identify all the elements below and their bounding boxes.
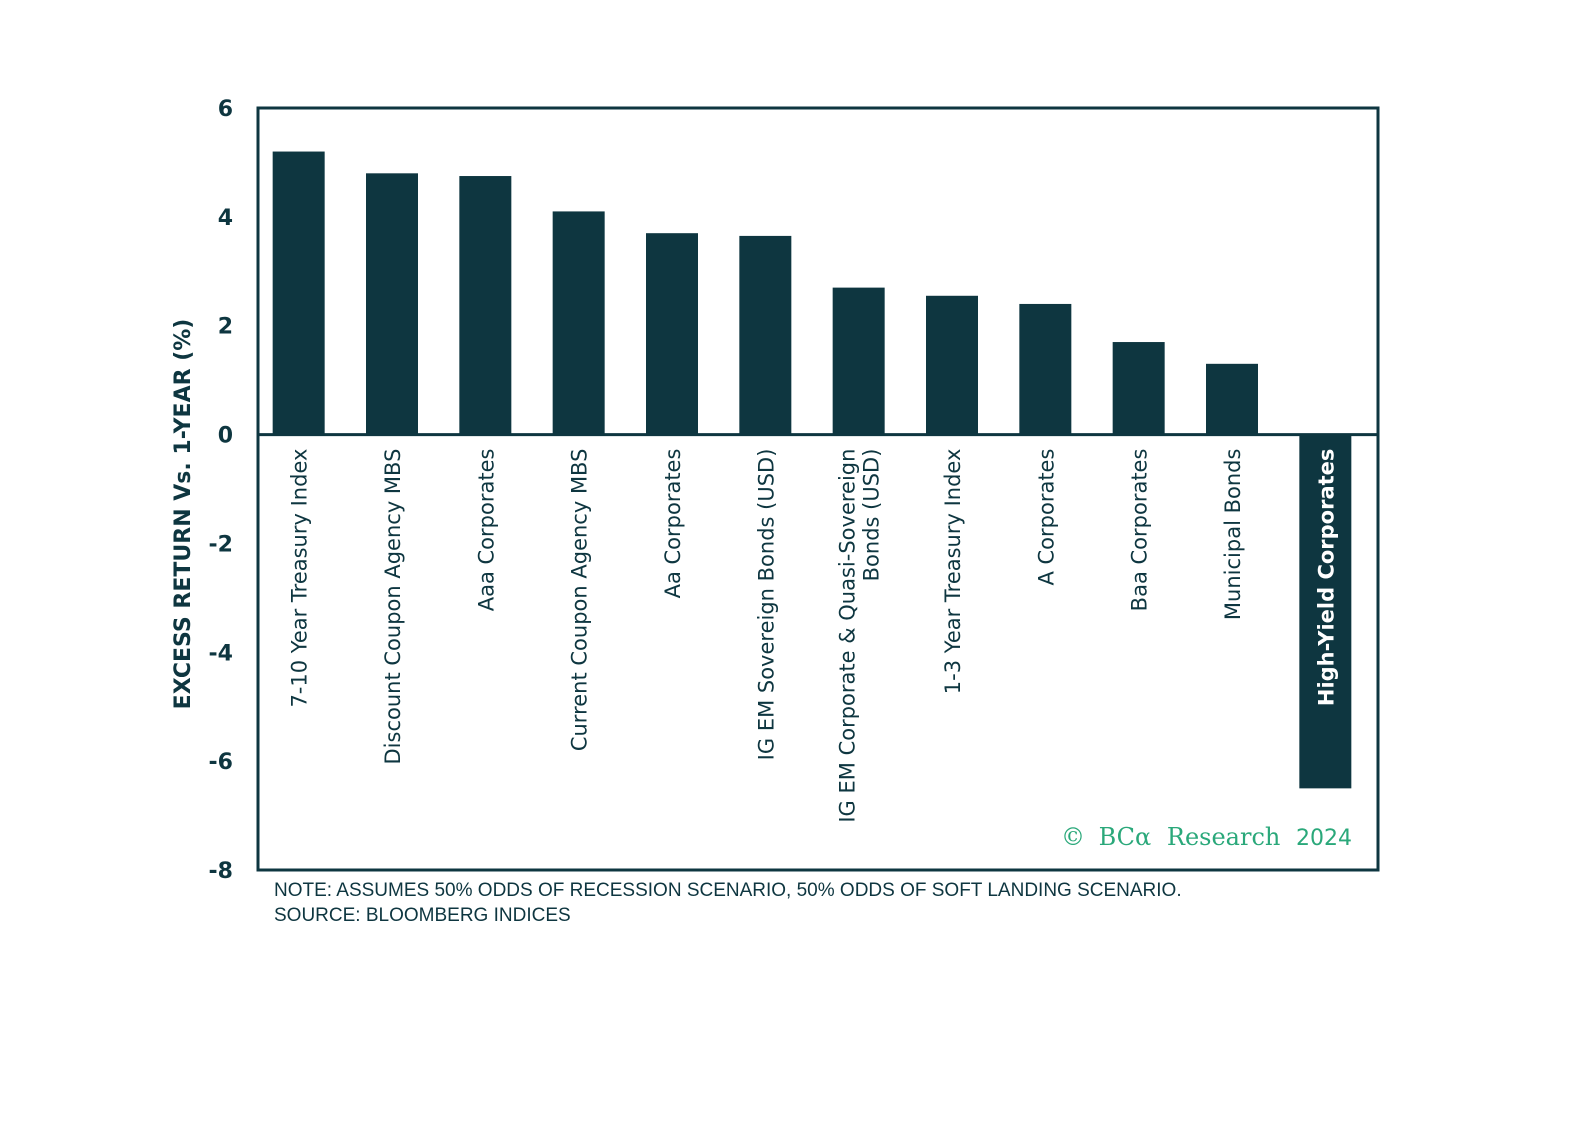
y-tick-label: 2 [218, 315, 233, 340]
y-tick-label: 0 [218, 424, 233, 449]
category-label: Current Coupon Agency MBS [568, 449, 592, 752]
category-label: 7-10 Year Treasury Index [288, 449, 312, 708]
bar [646, 233, 698, 435]
copyright-name: Research [1167, 823, 1280, 851]
category-label: High-Yield Corporates [1314, 449, 1338, 707]
bar [926, 295, 978, 435]
bar [1019, 303, 1072, 435]
bar [1206, 363, 1258, 435]
category-label: Discount Coupon Agency MBS [381, 449, 405, 765]
bar [366, 173, 418, 435]
copyright-brand: BCα [1099, 823, 1152, 851]
category-labels-group: 7-10 Year Treasury Index Discount Coupon … [288, 449, 1339, 823]
y-tick-label: 4 [218, 206, 233, 231]
category-label: Municipal Bonds [1221, 449, 1245, 620]
bar [459, 176, 512, 435]
y-tick-label: -2 [209, 532, 233, 557]
copyright-year: 2024 [1296, 826, 1352, 851]
bar [272, 151, 325, 435]
bars-group [272, 151, 1352, 789]
y-tick-label: 6 [218, 97, 233, 122]
y-axis-label: EXCESS RETURN Vs. 1-YEAR (%) [171, 319, 196, 710]
bar [832, 287, 885, 435]
bar [739, 235, 792, 435]
category-label: IG EM Corporate & Quasi-SovereignBonds (… [836, 449, 884, 823]
category-label: Aaa Corporates [474, 449, 498, 612]
y-tick-label: -6 [209, 750, 233, 775]
source-text: SOURCE: BLOOMBERG INDICES [274, 905, 571, 926]
category-label: 1-3 Year Treasury Index [941, 449, 965, 695]
copyright-symbol: © [1061, 823, 1085, 851]
bar [552, 211, 605, 435]
bar [1112, 342, 1165, 435]
category-label: IG EM Sovereign Bonds (USD) [754, 449, 778, 761]
plot-frame [256, 106, 1380, 872]
y-tick-label: -4 [209, 641, 233, 666]
category-label: Aa Corporates [661, 449, 685, 599]
bar [1299, 434, 1352, 789]
chart-notes: NOTE: ASSUMES 50% ODDS OF RECESSION SCEN… [274, 878, 1182, 928]
category-label: A Corporates [1034, 449, 1058, 586]
y-axis-ticks: 6 4 2 0 -2 -4 -6 -8 [209, 97, 233, 884]
note-text: NOTE: ASSUMES 50% ODDS OF RECESSION SCEN… [274, 880, 1182, 901]
y-tick-label: -8 [209, 859, 233, 884]
copyright-text: © BCα Research 2024 [1061, 823, 1352, 851]
category-label: Baa Corporates [1128, 449, 1152, 612]
